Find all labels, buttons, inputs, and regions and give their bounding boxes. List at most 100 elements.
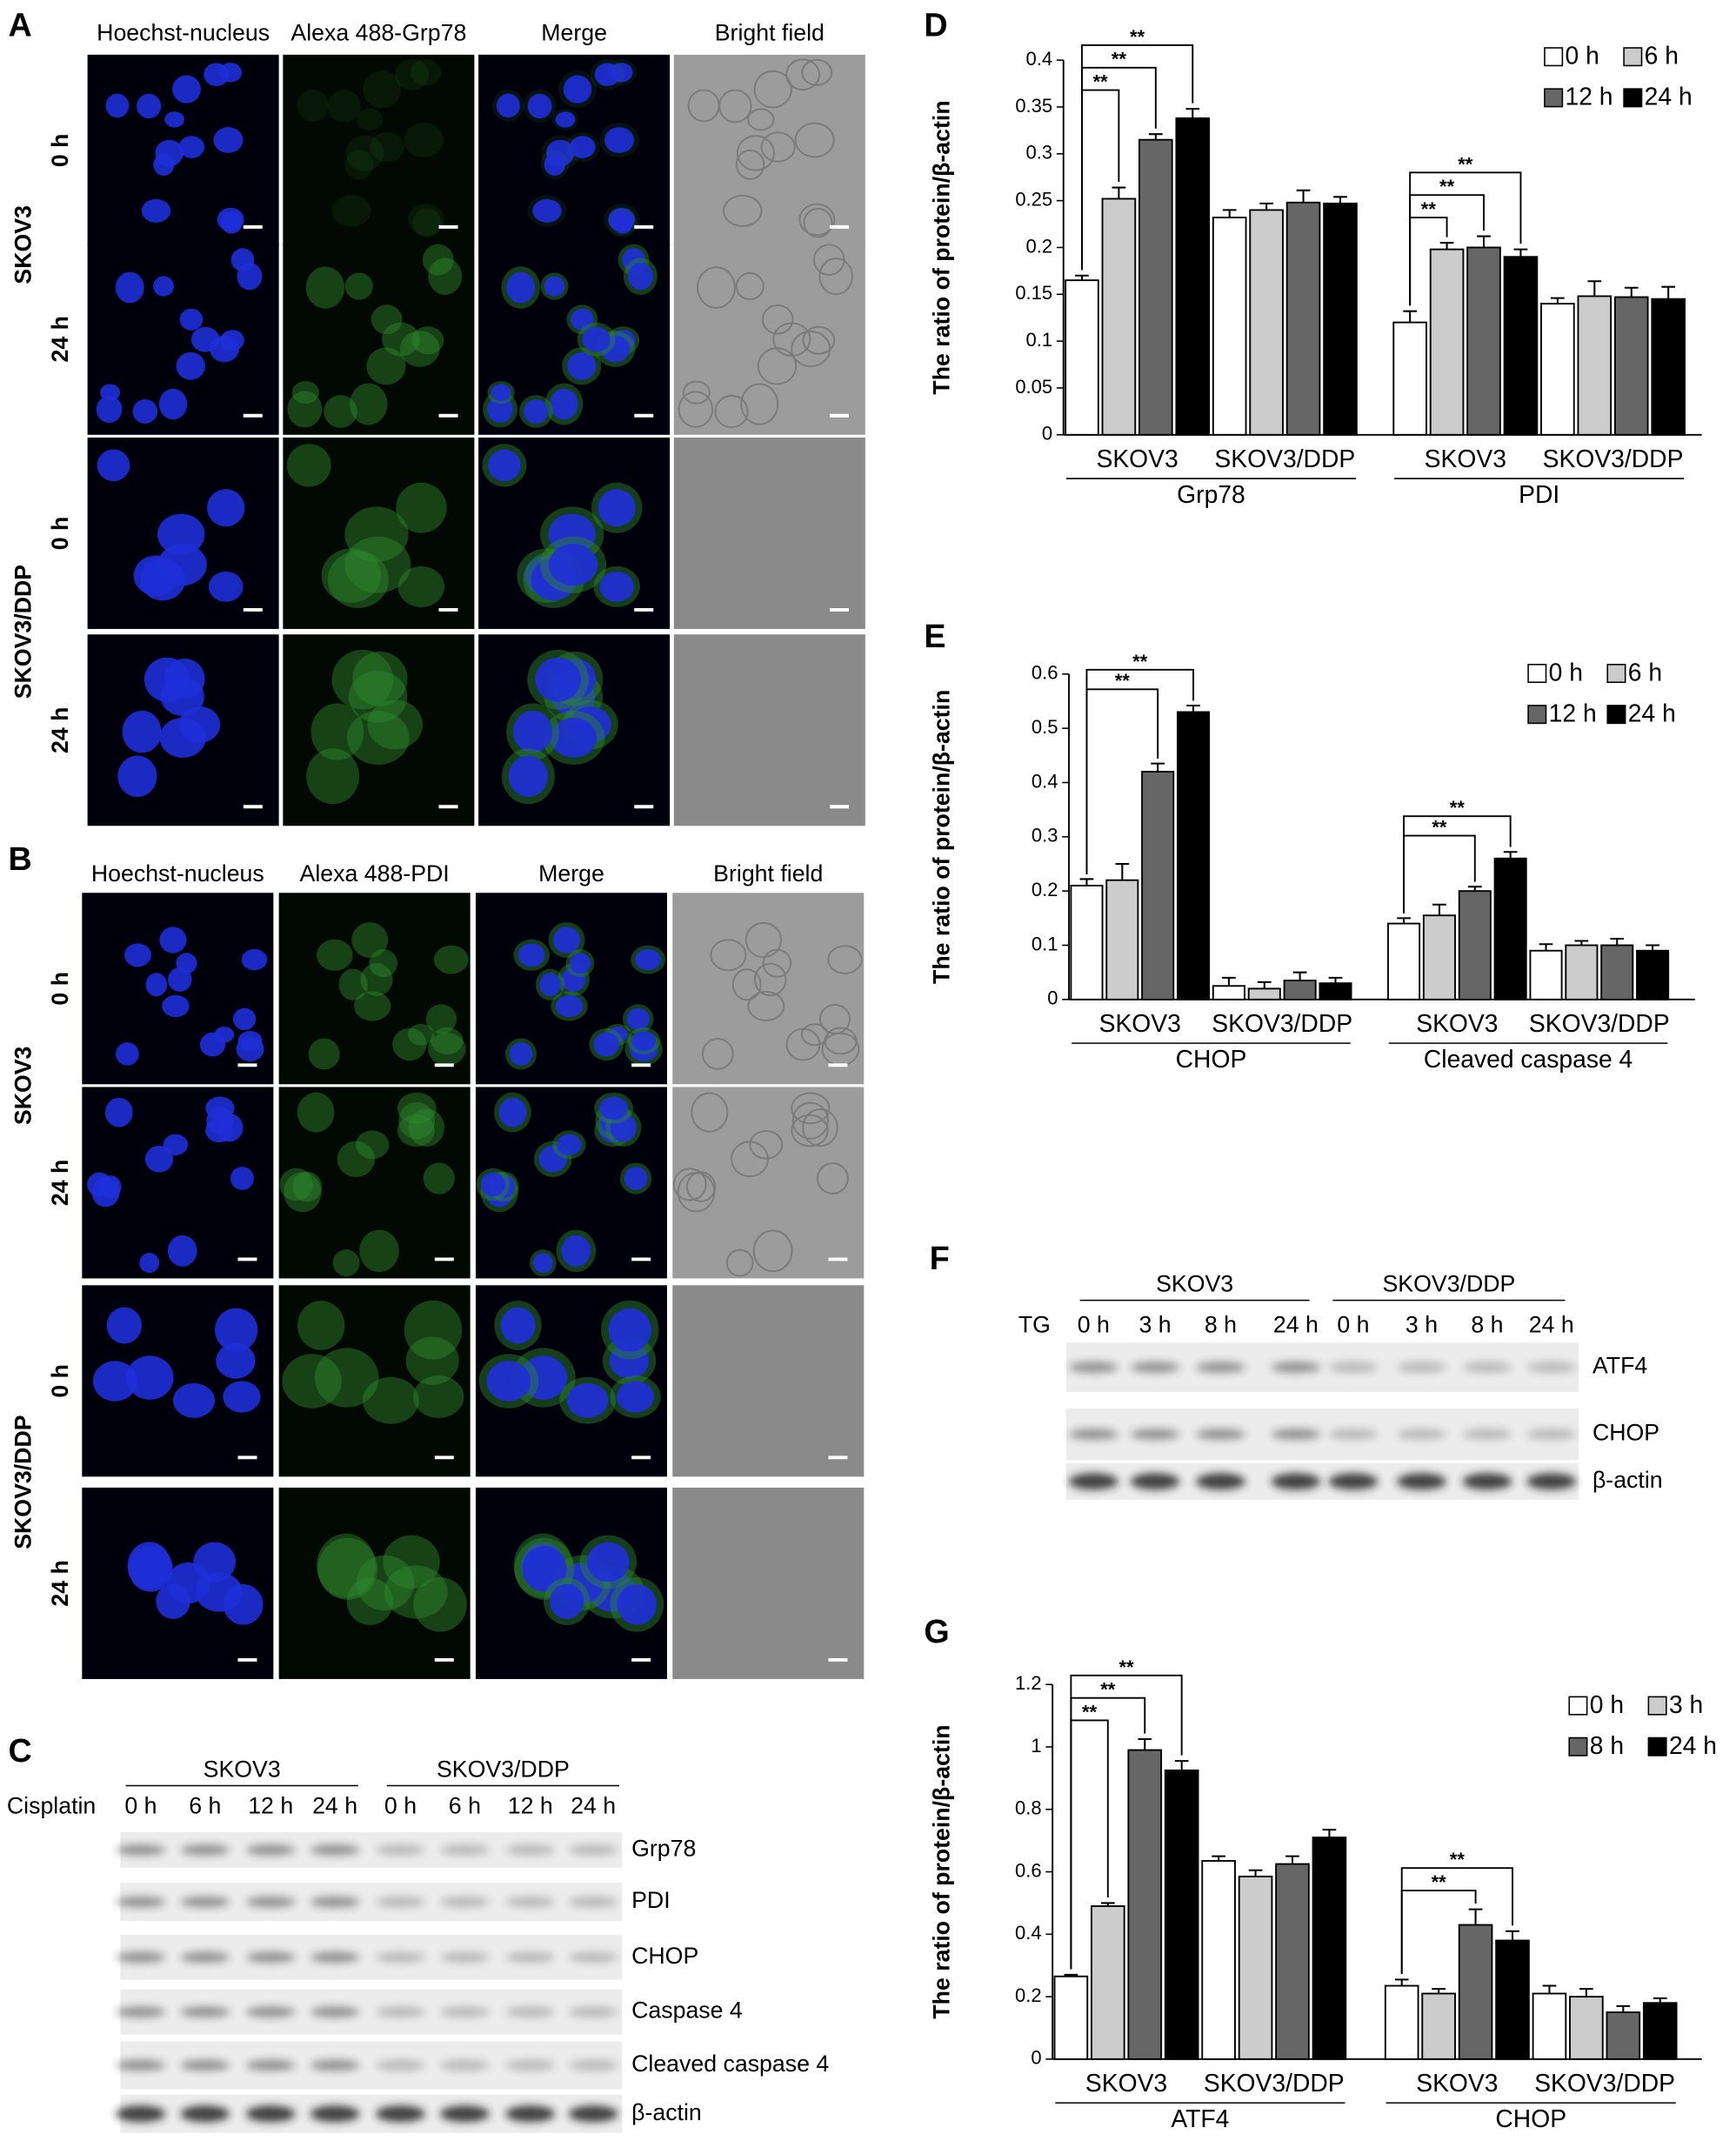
band — [440, 1896, 490, 1908]
error-bar — [1148, 133, 1163, 140]
nucleus — [491, 384, 511, 401]
cell-stain — [321, 548, 382, 603]
cell-stain — [396, 482, 447, 533]
band-label: Grp78 — [631, 1835, 696, 1861]
nucleus — [549, 1583, 584, 1619]
cell-outline — [791, 331, 831, 368]
nucleus — [496, 93, 520, 118]
error-bar — [1138, 1738, 1152, 1750]
lane-label: 0 h — [1078, 1312, 1110, 1338]
error-bar — [1322, 1829, 1337, 1838]
bar — [1091, 1905, 1125, 2060]
nucleus — [598, 489, 636, 527]
micrograph — [673, 634, 865, 826]
y-tick-label: 0.05 — [1015, 376, 1052, 398]
nucleus — [566, 1382, 609, 1418]
band-label: Caspase 4 — [631, 1997, 743, 2024]
cell-outline — [753, 70, 792, 109]
cell-outline — [740, 383, 779, 425]
band-label: β-actin — [1592, 1467, 1663, 1493]
cell-stain — [360, 963, 393, 996]
cell-outline — [798, 203, 836, 237]
nucleus — [213, 127, 244, 153]
cell-stain — [384, 1565, 448, 1619]
row-label: 24 h — [47, 316, 73, 362]
y-tick-label: 0 — [1031, 2047, 1041, 2069]
cell-stain — [366, 347, 406, 385]
cell-outline — [801, 58, 833, 86]
cell-stain — [356, 1555, 415, 1611]
nucleus — [92, 1361, 137, 1402]
band — [1462, 1473, 1512, 1490]
cell-outline — [760, 131, 796, 163]
cell-outline — [824, 1027, 858, 1055]
cell-stain — [305, 266, 345, 309]
legend-label: 24 h — [1669, 1731, 1717, 1759]
legend-label: 24 h — [1628, 699, 1676, 726]
cell-outline — [794, 122, 835, 158]
error-bar — [1248, 1869, 1263, 1877]
band — [440, 2006, 490, 2018]
row-label: 24 h — [47, 1560, 73, 1606]
treatment-label: TG — [1018, 1312, 1051, 1338]
nucleus — [223, 1381, 261, 1413]
lane-label: 12 h — [508, 1793, 553, 1819]
band — [310, 1951, 360, 1964]
y-tick-label: 0.3 — [1032, 825, 1058, 846]
nucleus — [115, 1042, 139, 1066]
cell-stain — [346, 1577, 394, 1625]
significance-label: ** — [1450, 797, 1466, 819]
lane-label: 0 h — [1337, 1312, 1369, 1338]
bar — [1323, 202, 1358, 436]
lane-label: 0 h — [384, 1793, 417, 1819]
nucleus — [178, 136, 205, 158]
nucleus — [480, 1172, 506, 1197]
band — [180, 2105, 230, 2123]
lane-label: 0 h — [124, 1793, 157, 1819]
bar — [1493, 857, 1527, 1000]
bar — [1312, 1837, 1347, 2060]
nucleus — [544, 276, 565, 297]
nucleus — [96, 395, 123, 423]
nucleus — [167, 1235, 197, 1267]
bar — [1201, 1860, 1236, 2060]
bar — [1569, 1996, 1604, 2060]
bar — [1101, 197, 1137, 436]
band — [1196, 1362, 1245, 1373]
bar — [1070, 884, 1104, 1000]
nucleus — [598, 1096, 629, 1121]
cell-stain — [428, 1032, 466, 1066]
bar — [1283, 980, 1317, 1000]
bar — [1565, 944, 1599, 1000]
bar — [1642, 2002, 1678, 2060]
band — [568, 1896, 618, 1908]
error-bar — [1292, 971, 1307, 981]
band — [1130, 1473, 1180, 1490]
nucleus — [157, 513, 205, 555]
cell-outline — [691, 1092, 729, 1133]
nucleus — [508, 755, 548, 797]
cell-outline — [736, 135, 775, 171]
y-tick-label: 0.3 — [1026, 142, 1053, 164]
bar — [1421, 1992, 1456, 2060]
micrograph — [283, 634, 475, 826]
legend-swatch — [1623, 47, 1643, 67]
bar — [1249, 209, 1284, 436]
cell-stain — [346, 711, 410, 765]
micrograph — [672, 1487, 865, 1679]
nucleus — [241, 948, 268, 971]
nucleus — [163, 1134, 189, 1155]
cell-stain — [353, 991, 391, 1021]
nucleus — [513, 710, 553, 753]
nucleus — [498, 1097, 527, 1128]
cell-outline — [761, 304, 794, 335]
cell-stain — [327, 89, 361, 124]
nucleus — [190, 326, 220, 352]
cell-stain — [291, 381, 319, 405]
cell-stain — [363, 70, 402, 109]
band — [505, 1844, 556, 1856]
nucleus — [97, 449, 130, 482]
error-bar — [1112, 186, 1126, 199]
error-bar — [1115, 862, 1130, 880]
error-bar — [1542, 1984, 1557, 1994]
